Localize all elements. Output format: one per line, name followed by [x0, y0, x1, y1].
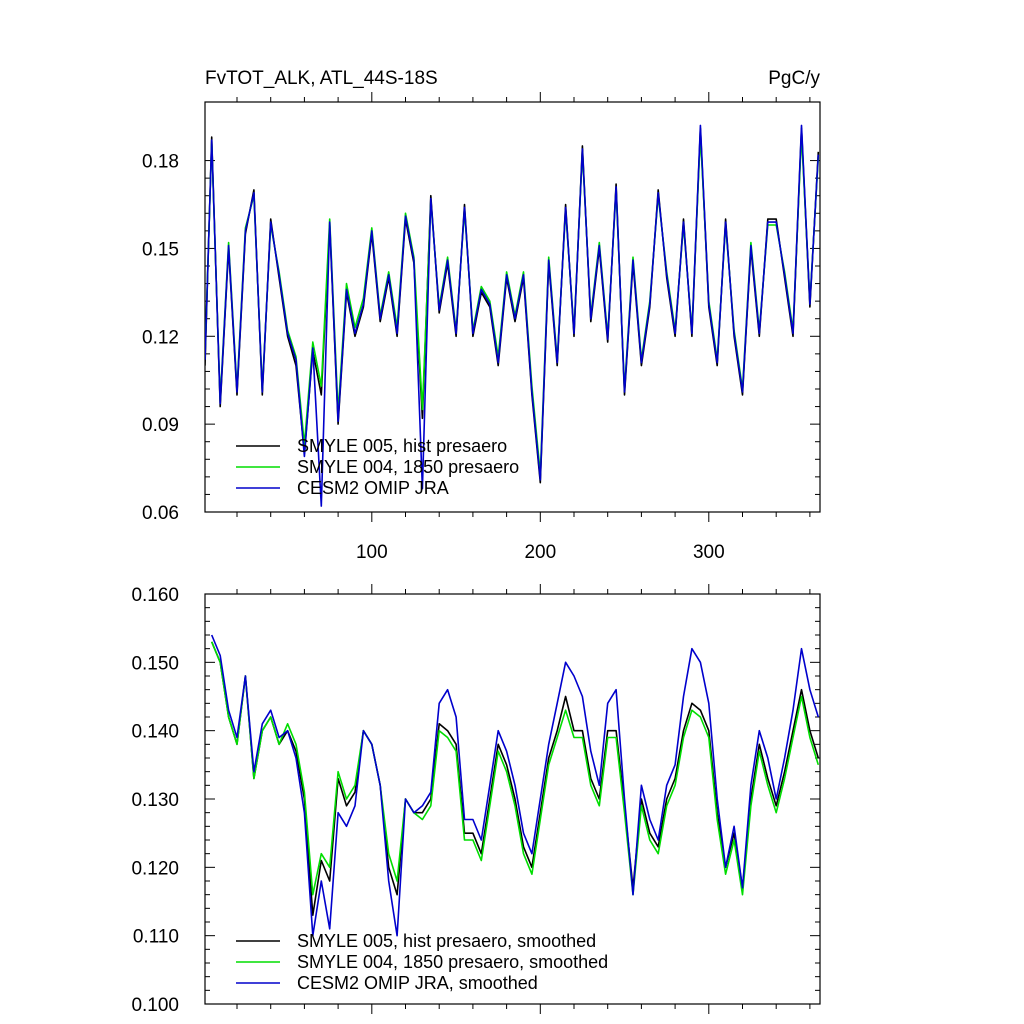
panel1-legend-label: CESM2 OMIP JRA — [297, 478, 449, 498]
panel1-series-1-line — [205, 127, 820, 484]
panel1-frame — [204, 101, 821, 513]
panel2-ytick-label: 0.150 — [131, 653, 179, 674]
panel2-ytick-label: 0.120 — [131, 858, 179, 879]
panel2-series-2-line — [210, 641, 820, 896]
panel1-ytick-label: 0.18 — [142, 152, 179, 173]
panel2-ytick-label: 0.160 — [131, 585, 179, 606]
panel1-units: PgC/y — [768, 68, 820, 89]
panel2-ytick-label: 0.140 — [131, 722, 179, 743]
panel1-xtick-label: 100 — [356, 542, 388, 563]
panel2-series-3-line — [210, 634, 820, 937]
panel2-legend-label: SMYLE 005, hist presaero, smoothed — [297, 931, 596, 951]
panel1-ytick-label: 0.06 — [142, 503, 179, 524]
panel2-ytick-label: 0.130 — [131, 790, 179, 811]
panel1-ytick-label: 0.09 — [142, 415, 179, 436]
panel1-series-3-line — [205, 124, 820, 507]
panel2-legend-label: CESM2 OMIP JRA, smoothed — [297, 973, 538, 993]
panel2-ytick-label: 0.100 — [131, 995, 179, 1016]
panel2-ytick-label: 0.110 — [133, 927, 179, 948]
panel1-legend-label: SMYLE 005, hist presaero — [297, 436, 507, 456]
panel2-legend-label: SMYLE 004, 1850 presaero, smoothed — [297, 952, 608, 972]
panel1-legend-label: SMYLE 004, 1850 presaero — [297, 457, 519, 477]
panel1-ytick-label: 0.15 — [142, 239, 179, 260]
panel1-xtick-label: 300 — [693, 542, 725, 563]
panel1-title: FvTOT_ALK, ATL_44S-18S — [205, 68, 438, 89]
panel1-xtick-label: 200 — [524, 542, 556, 563]
panel1-ytick-label: 0.12 — [142, 327, 179, 348]
